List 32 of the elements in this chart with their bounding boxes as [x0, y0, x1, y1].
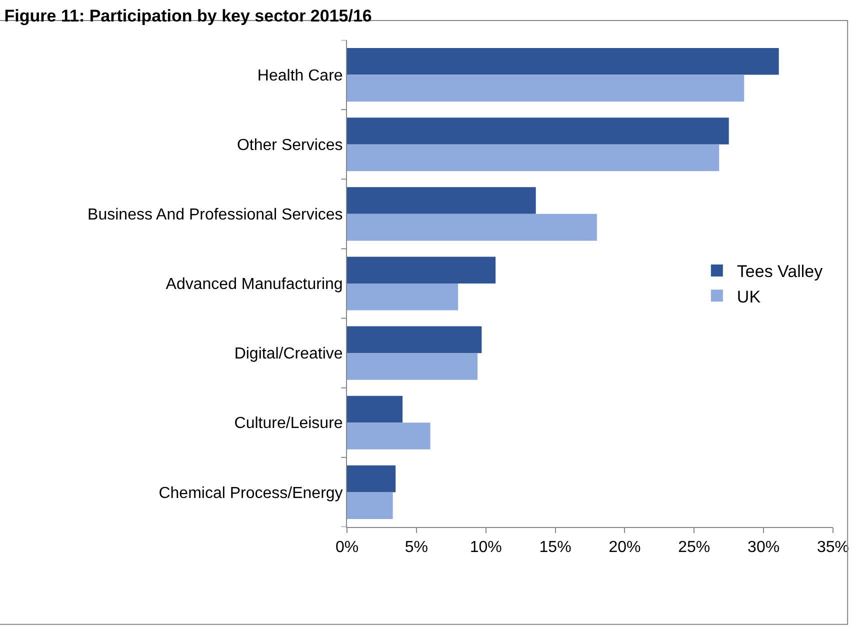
x-tick-label: 35%: [816, 539, 850, 556]
x-tick-label: 5%: [404, 539, 428, 556]
legend-label: Tees Valley: [736, 262, 824, 282]
y-tick-label: Business And Professional Services: [88, 206, 343, 224]
x-tick-label: 30%: [748, 539, 780, 556]
bar: [347, 144, 720, 172]
text: Figure 11: Participation by key sector 2015/16: [4, 6, 372, 26]
bar: [347, 187, 536, 214]
bar: [347, 353, 478, 380]
x-tick-label: 15%: [539, 539, 572, 556]
legend-label: UK: [736, 287, 762, 306]
y-tick-label: Digital/Creative: [234, 346, 343, 363]
y-tick-label: Culture/Leisure: [234, 415, 343, 432]
bar: [347, 284, 458, 310]
y-tick-label: Advanced Manufacturing: [166, 276, 343, 294]
x-tick-label: 0%: [335, 539, 359, 556]
bar: [347, 74, 744, 102]
y-tick-label: Other Services: [236, 136, 343, 154]
bar: [347, 422, 430, 450]
x-tick-label: 20%: [608, 539, 641, 556]
bar: [347, 326, 482, 354]
bar: [347, 118, 729, 144]
bar: [347, 256, 496, 284]
bar: [347, 48, 779, 75]
bar: [347, 465, 396, 492]
bar: [347, 214, 597, 241]
x-tick-label: 10%: [470, 539, 502, 556]
y-tick-label: Chemical Process/Energy: [158, 484, 343, 502]
y-tick-label: Health Care: [257, 67, 343, 84]
x-tick-label: 25%: [678, 539, 710, 556]
bar: [347, 396, 403, 423]
bar: [347, 492, 393, 519]
